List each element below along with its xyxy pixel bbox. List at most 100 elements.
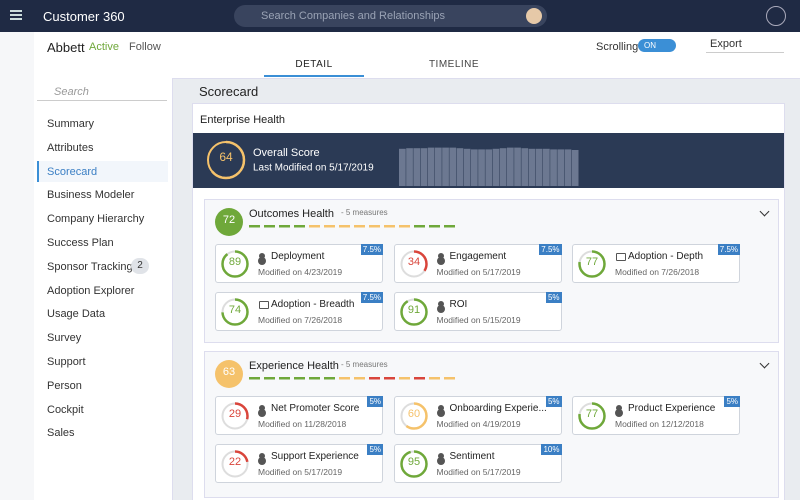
group-score: 63 bbox=[223, 366, 235, 378]
measure-ring bbox=[221, 450, 249, 478]
follow[interactable]: Follow bbox=[129, 41, 161, 53]
score-value: 77 bbox=[586, 408, 598, 420]
score-ring: 74 bbox=[221, 298, 249, 326]
measure-icon bbox=[437, 405, 444, 411]
score-group: 63 Experience Health - 5 measures 29 Net Pro… bbox=[204, 351, 779, 498]
trend-bar bbox=[507, 147, 514, 186]
menu[interactable] bbox=[10, 10, 22, 12]
trend-bar bbox=[535, 148, 543, 186]
measure-card[interactable]: 89 Deployment Modified on 4/23/2019 7.5% bbox=[215, 244, 383, 283]
search-placeholder: Search Companies and Relationships bbox=[261, 10, 446, 22]
measure-card[interactable]: 22 Support Experience Modified on 5/17/201… bbox=[215, 444, 383, 483]
measure-dash bbox=[444, 225, 455, 228]
measure-card[interactable]: 95 Sentiment Modified on 5/17/2019 10% bbox=[393, 444, 562, 483]
score-value: 74 bbox=[229, 304, 241, 316]
score-value: 77 bbox=[586, 256, 598, 268]
score-value: 95 bbox=[407, 456, 419, 468]
trend-bar bbox=[463, 148, 471, 186]
measure-name: Adoption - Breadth bbox=[271, 299, 355, 310]
overall-ring bbox=[206, 140, 246, 180]
measure-card[interactable]: 29 Net Promoter Score Modified on 11/28/20… bbox=[215, 396, 383, 435]
trend-bar bbox=[564, 149, 572, 186]
measure-dash bbox=[339, 225, 350, 228]
score-ring: 77 bbox=[578, 402, 606, 430]
sidebar-item[interactable]: Cockpit bbox=[47, 403, 84, 416]
trend-bar bbox=[471, 149, 478, 186]
measure-icon bbox=[259, 253, 265, 259]
measure-icon bbox=[616, 253, 626, 261]
measure-dash bbox=[384, 377, 395, 380]
active-indicator bbox=[37, 160, 168, 182]
measure-icon bbox=[259, 301, 269, 309]
sidebar-item[interactable]: Support bbox=[47, 356, 86, 368]
trend-bar bbox=[435, 147, 442, 186]
group-score-bg bbox=[215, 208, 243, 236]
tab[interactable]: DETAIL bbox=[295, 59, 333, 70]
user-icon[interactable] bbox=[766, 6, 786, 26]
sidebar-item[interactable]: Company Hierarchy bbox=[47, 213, 145, 226]
scorecard-title: Scorecard bbox=[199, 84, 259, 99]
score-value: 91 bbox=[407, 304, 419, 316]
scrolling-toggle[interactable]: ON bbox=[638, 39, 676, 52]
measure-dash bbox=[414, 377, 425, 380]
export-dropdown[interactable]: Export bbox=[706, 38, 784, 53]
sidebar-item[interactable]: Success Plan bbox=[47, 237, 114, 249]
measure-dash bbox=[324, 377, 335, 380]
sidebar-item[interactable]: Sales bbox=[47, 427, 75, 440]
measure-dash bbox=[324, 225, 335, 228]
measure-dash bbox=[369, 225, 380, 228]
sidebar-item[interactable]: Scorecard bbox=[47, 165, 98, 178]
score-ring: 22 bbox=[221, 450, 249, 478]
measure-dash bbox=[354, 225, 365, 228]
trend-bar bbox=[485, 149, 493, 186]
measure-dash bbox=[309, 377, 320, 380]
trend-bar bbox=[413, 148, 421, 186]
sidebar-item[interactable]: Survey bbox=[47, 332, 82, 345]
measure-icon bbox=[437, 253, 444, 259]
top-bar: Customer 360 Search Companies and Relati… bbox=[0, 0, 800, 32]
score-ring: 95 bbox=[399, 450, 428, 478]
group-head: 63 Experience Health - 5 measures bbox=[215, 360, 455, 388]
trend-bar bbox=[514, 147, 521, 186]
weight-badge: 7.5% bbox=[717, 244, 740, 255]
sidebar-item[interactable]: Usage Data bbox=[47, 308, 106, 321]
sidebar-item[interactable]: Person bbox=[47, 379, 82, 392]
measure-card[interactable]: 91 ROI Modified on 5/15/2019 5% bbox=[393, 292, 562, 331]
measure-name: Support Experience bbox=[271, 451, 359, 462]
measure-dash bbox=[309, 225, 320, 228]
score-ring: 34 bbox=[399, 250, 428, 278]
sidebar-item[interactable]: Sponsor Tracking bbox=[47, 260, 133, 273]
sidebar-item[interactable]: Business Modeler bbox=[47, 189, 135, 202]
measure-name: ROI bbox=[449, 299, 468, 310]
sidebar-item[interactable]: Attributes bbox=[47, 141, 94, 154]
weight-badge: 5% bbox=[724, 396, 740, 407]
collapse-chevron[interactable] bbox=[759, 358, 770, 369]
score-ring: 91 bbox=[399, 298, 428, 326]
trend-bar bbox=[557, 149, 565, 186]
collapse-chevron[interactable] bbox=[759, 206, 770, 217]
sidebar-item[interactable]: Summary bbox=[47, 118, 95, 130]
measure-modified: Modified on 5/17/2019 bbox=[436, 267, 521, 277]
overall-label: Overall Score bbox=[253, 147, 320, 159]
measure-card[interactable]: 34 Engagement Modified on 5/17/2019 7.5% bbox=[393, 244, 562, 283]
sidebar-item[interactable]: Adoption Explorer bbox=[47, 284, 135, 297]
search-box[interactable]: Search Companies and Relationships bbox=[234, 5, 547, 27]
trend-bar bbox=[499, 148, 507, 186]
measure-card[interactable]: 77 Product Experience Modified on 12/12/20… bbox=[572, 396, 740, 435]
score-value: 22 bbox=[229, 456, 241, 468]
measure-name: Sentiment bbox=[449, 451, 495, 462]
measure-name: Engagement bbox=[449, 251, 507, 262]
tab[interactable]: TIMELINE bbox=[428, 59, 480, 70]
measure-card[interactable]: 77 Adoption - Depth Modified on 7/26/2018 7… bbox=[572, 244, 740, 283]
measure-modified: Modified on 5/15/2019 bbox=[436, 315, 521, 325]
measure-name: Onboarding Experie... bbox=[449, 403, 547, 414]
measure-card[interactable]: 60 Onboarding Experie... Modified on 4/19/… bbox=[393, 396, 562, 435]
measure-dash bbox=[414, 225, 425, 228]
trend-bar bbox=[528, 148, 536, 186]
sidebar-search[interactable]: Search bbox=[54, 86, 89, 98]
measure-icon bbox=[259, 405, 265, 411]
measure-ring bbox=[578, 250, 606, 278]
measure-dash bbox=[369, 377, 380, 380]
measure-card[interactable]: 74 Adoption - Breadth Modified on 7/26/201… bbox=[215, 292, 383, 331]
measure-icon bbox=[616, 405, 622, 411]
